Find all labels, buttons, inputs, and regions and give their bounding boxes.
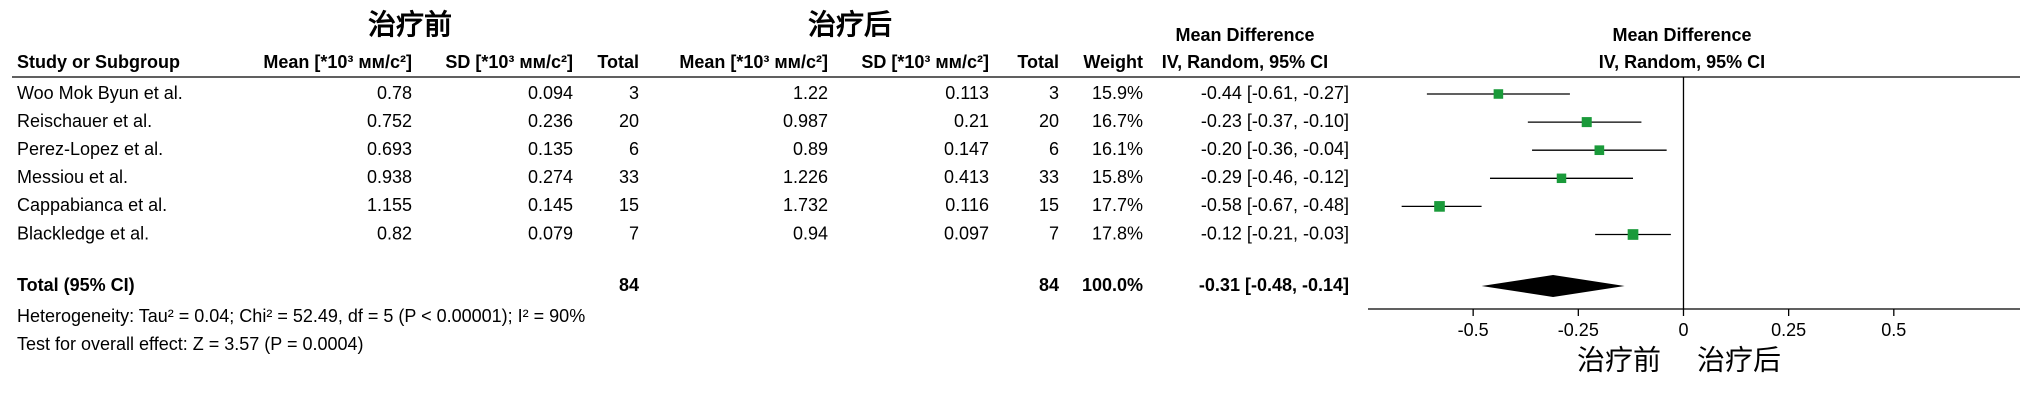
effect-subtitle: IV, Random, 95% CI [1162,52,1328,72]
effect-marker [1493,89,1504,99]
cell: 0.097 [944,223,989,243]
cell: 1.155 [367,195,412,215]
x-tick-label: 0.5 [1881,320,1906,340]
plot-title: Mean Difference [1612,25,1751,45]
column-header: SD [*10³ мм/c²] [861,52,989,72]
cell: 0.82 [377,223,412,243]
effect-marker [1594,145,1605,156]
cell: 1.732 [783,195,828,215]
plot-subtitle: IV, Random, 95% CI [1599,52,1765,72]
x-tick-label: 0.25 [1771,320,1806,340]
effect-marker [1581,117,1592,128]
effect-marker [1556,173,1567,184]
effect-title: Mean Difference [1175,25,1314,45]
cell: 17.8% [1092,223,1143,243]
cell: 0.21 [954,111,989,131]
column-header: SD [*10³ мм/c²] [445,52,573,72]
cell: 0.89 [793,139,828,159]
ci-label: -0.23 [-0.37, -0.10] [1201,111,1349,131]
cell: 1.22 [793,83,828,103]
cell: 0.079 [528,223,573,243]
cell: 7 [629,223,639,243]
cell: 0.78 [377,83,412,103]
cell: 6 [1049,139,1059,159]
study-name: Messiou et al. [17,167,128,187]
cell: 0.135 [528,139,573,159]
cell: 0.987 [783,111,828,131]
study-name: Perez-Lopez et al. [17,139,163,159]
x-tick-label: -0.25 [1558,320,1599,340]
study-name: Cappabianca et al. [17,195,167,215]
column-header: Total [597,52,639,72]
cell: 0.236 [528,111,573,131]
cell: 3 [1049,83,1059,103]
cell: 0.145 [528,195,573,215]
cell: 0.938 [367,167,412,187]
x-tick-label: -0.5 [1458,320,1489,340]
cell: 0.693 [367,139,412,159]
cell: 0.752 [367,111,412,131]
cell: 33 [1039,167,1059,187]
column-header: Study or Subgroup [17,52,180,72]
cell: 0.94 [793,223,828,243]
cell: 0.116 [945,195,989,215]
cell: 33 [619,167,639,187]
ci-label: -0.20 [-0.36, -0.04] [1201,139,1349,159]
column-header: Weight [1083,52,1143,72]
pooled-diamond [1481,275,1625,297]
heterogeneity: Heterogeneity: Tau² = 0.04; Chi² = 52.49… [17,306,585,326]
ci-label: -0.12 [-0.21, -0.03] [1201,223,1349,243]
cell: 0.413 [944,167,989,187]
cell: 1.226 [783,167,828,187]
cell: 15 [1039,195,1059,215]
cell: 15.9% [1092,83,1143,103]
direction-label: 治疗后 [1697,344,1781,377]
cell: 0.147 [944,139,989,159]
cell: 7 [1049,223,1059,243]
cell: 16.1% [1092,139,1143,159]
cell: 17.7% [1092,195,1143,215]
effect-marker [1434,201,1445,212]
total-ci: -0.31 [-0.48, -0.14] [1199,275,1349,295]
ci-label: -0.29 [-0.46, -0.12] [1201,167,1349,187]
cell: 16.7% [1092,111,1143,131]
cell: 6 [629,139,639,159]
column-header: Mean [*10³ мм/c²] [263,52,412,72]
ci-label: -0.58 [-0.67, -0.48] [1201,195,1349,215]
cell: 15 [619,195,639,215]
total-n: 84 [1039,275,1059,295]
column-header: Mean [*10³ мм/c²] [679,52,828,72]
ci-label: -0.44 [-0.61, -0.27] [1201,83,1349,103]
overall-effect: Test for overall effect: Z = 3.57 (P = 0… [17,334,364,354]
total-label: Total (95% CI) [17,275,135,295]
cell: 20 [1039,111,1059,131]
cell: 20 [619,111,639,131]
group-label: 治疗前 [368,8,452,41]
column-header: Total [1017,52,1059,72]
total-weight: 100.0% [1082,275,1143,295]
cell: 0.274 [528,167,573,187]
group-label: 治疗后 [808,8,892,41]
cell: 3 [629,83,639,103]
cell: 0.094 [528,83,573,103]
study-name: Reischauer et al. [17,111,152,131]
effect-marker [1627,229,1639,240]
direction-label: 治疗前 [1577,344,1661,377]
x-tick-label: 0 [1678,320,1688,340]
total-n: 84 [619,275,639,295]
cell: 0.113 [945,83,989,103]
study-name: Blackledge et al. [17,223,149,243]
study-name: Woo Mok Byun et al. [17,83,183,103]
cell: 15.8% [1092,167,1143,187]
